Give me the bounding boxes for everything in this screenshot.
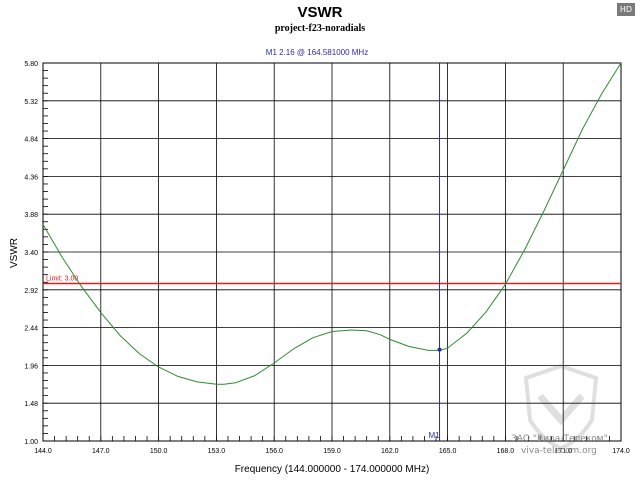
y-tick-label: 3.88 <box>24 212 38 219</box>
chart-title: VSWR <box>298 4 343 21</box>
x-tick-label: 171.0 <box>554 448 572 455</box>
x-tick-labels: 144.0 147.0 150.0 153.0 156.0 159.0 162.0 165.0… <box>34 448 630 455</box>
x-tick-label: 156.0 <box>265 448 283 455</box>
marker-label: M1 <box>429 431 441 440</box>
y-tick-labels: 1.00 1.48 1.96 2.44 2.92 3.40 3.88 4.36 4.84 5.32… <box>24 61 38 446</box>
shield-watermark-icon <box>523 363 599 451</box>
x-tick-label: 150.0 <box>150 448 168 455</box>
x-tick-label: 153.0 <box>208 448 226 455</box>
x-tick-label: 162.0 <box>381 448 399 455</box>
y-tick-label: 2.44 <box>24 326 38 333</box>
y-tick-label: 3.40 <box>24 250 38 257</box>
x-tick-label: 174.0 <box>612 448 630 455</box>
x-axis-label: Frequency (144.000000 - 174.000000 MHz) <box>235 464 430 475</box>
x-tick-label: 165.0 <box>439 448 457 455</box>
y-tick-label: 1.00 <box>24 439 38 446</box>
marker-point[interactable] <box>437 347 442 352</box>
y-tick-label: 1.96 <box>24 363 38 370</box>
y-tick-label: 1.48 <box>24 401 38 408</box>
y-tick-label: 4.84 <box>24 137 38 144</box>
grid-lines <box>43 63 621 441</box>
vswr-curve <box>42 62 622 385</box>
chart-subtitle: project-f23-noradials <box>275 23 365 34</box>
x-tick-label: 168.0 <box>497 448 515 455</box>
y-axis-label: VSWR <box>9 238 20 268</box>
hd-badge: HD <box>617 3 635 16</box>
y-tick-label: 5.80 <box>24 61 38 68</box>
x-tick-label: 159.0 <box>323 448 341 455</box>
minor-ticks <box>42 62 622 442</box>
x-tick-label: 147.0 <box>92 448 110 455</box>
y-tick-label: 2.92 <box>24 288 38 295</box>
y-tick-label: 5.32 <box>24 99 38 106</box>
x-tick-label: 144.0 <box>34 448 52 455</box>
limit-label: Limit: 3.00 <box>46 276 78 283</box>
y-tick-label: 4.36 <box>24 174 38 181</box>
marker-readout: M1 2.16 @ 164.581000 MHz <box>266 48 368 57</box>
